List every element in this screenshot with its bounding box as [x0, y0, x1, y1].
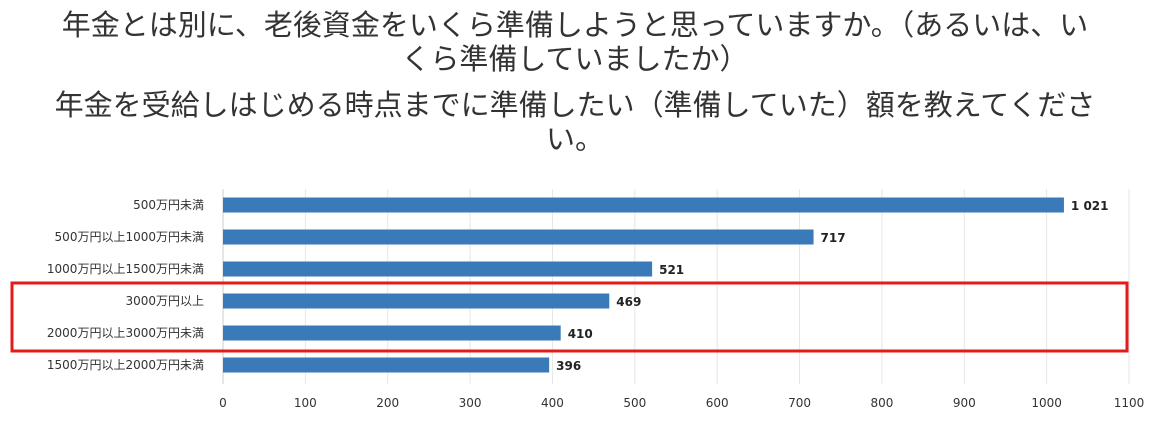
chart-subtitle-line-2: い。 [545, 122, 604, 156]
category-label: 1500万円以上2000万円未満 [47, 358, 204, 372]
bar [223, 229, 814, 245]
x-tick-label: 700 [788, 396, 811, 410]
bar [223, 357, 550, 373]
x-tick-label: 800 [870, 396, 893, 410]
x-tick-label: 500 [623, 396, 646, 410]
bar [223, 197, 1064, 213]
x-tick-label: 1000 [1031, 396, 1062, 410]
x-tick-label: 1100 [1114, 396, 1145, 410]
data-label: 410 [568, 327, 593, 341]
data-label: 521 [659, 263, 684, 277]
x-tick-label: 100 [294, 396, 317, 410]
x-tick-label: 300 [459, 396, 482, 410]
x-tick-label: 400 [541, 396, 564, 410]
chart-titles: 年金とは別に、老後資金をいくら準備しようと思っていますか。（あるいは、い くら準… [0, 8, 1150, 156]
category-label: 2000万円以上3000万円未満 [47, 326, 204, 340]
highlight-box [10, 281, 1129, 353]
x-tick-label: 600 [706, 396, 729, 410]
data-label: 717 [821, 231, 846, 245]
category-label: 500万円以上1000万円未満 [55, 230, 204, 244]
category-label: 1000万円以上1500万円未満 [47, 262, 204, 276]
chart-subtitle-line-1: 年金を受給しはじめる時点までに準備したい（準備していた）額を教えてくださ [54, 88, 1096, 122]
chart-title-line-1: 年金とは別に、老後資金をいくら準備しようと思っていますか。（あるいは、い [61, 8, 1089, 42]
category-label: 500万円未満 [133, 198, 204, 212]
x-tick-label: 900 [953, 396, 976, 410]
x-tick-label: 200 [376, 396, 399, 410]
data-label: 396 [556, 359, 581, 373]
bar [223, 261, 653, 277]
bar [223, 325, 561, 341]
category-label: 3000万円以上 [125, 294, 204, 308]
data-label: 1 021 [1071, 199, 1109, 213]
data-label: 469 [616, 295, 641, 309]
chart-title-line-2: くら準備していましたか） [401, 42, 749, 76]
bar [223, 293, 610, 309]
x-tick-label: 0 [219, 396, 227, 410]
